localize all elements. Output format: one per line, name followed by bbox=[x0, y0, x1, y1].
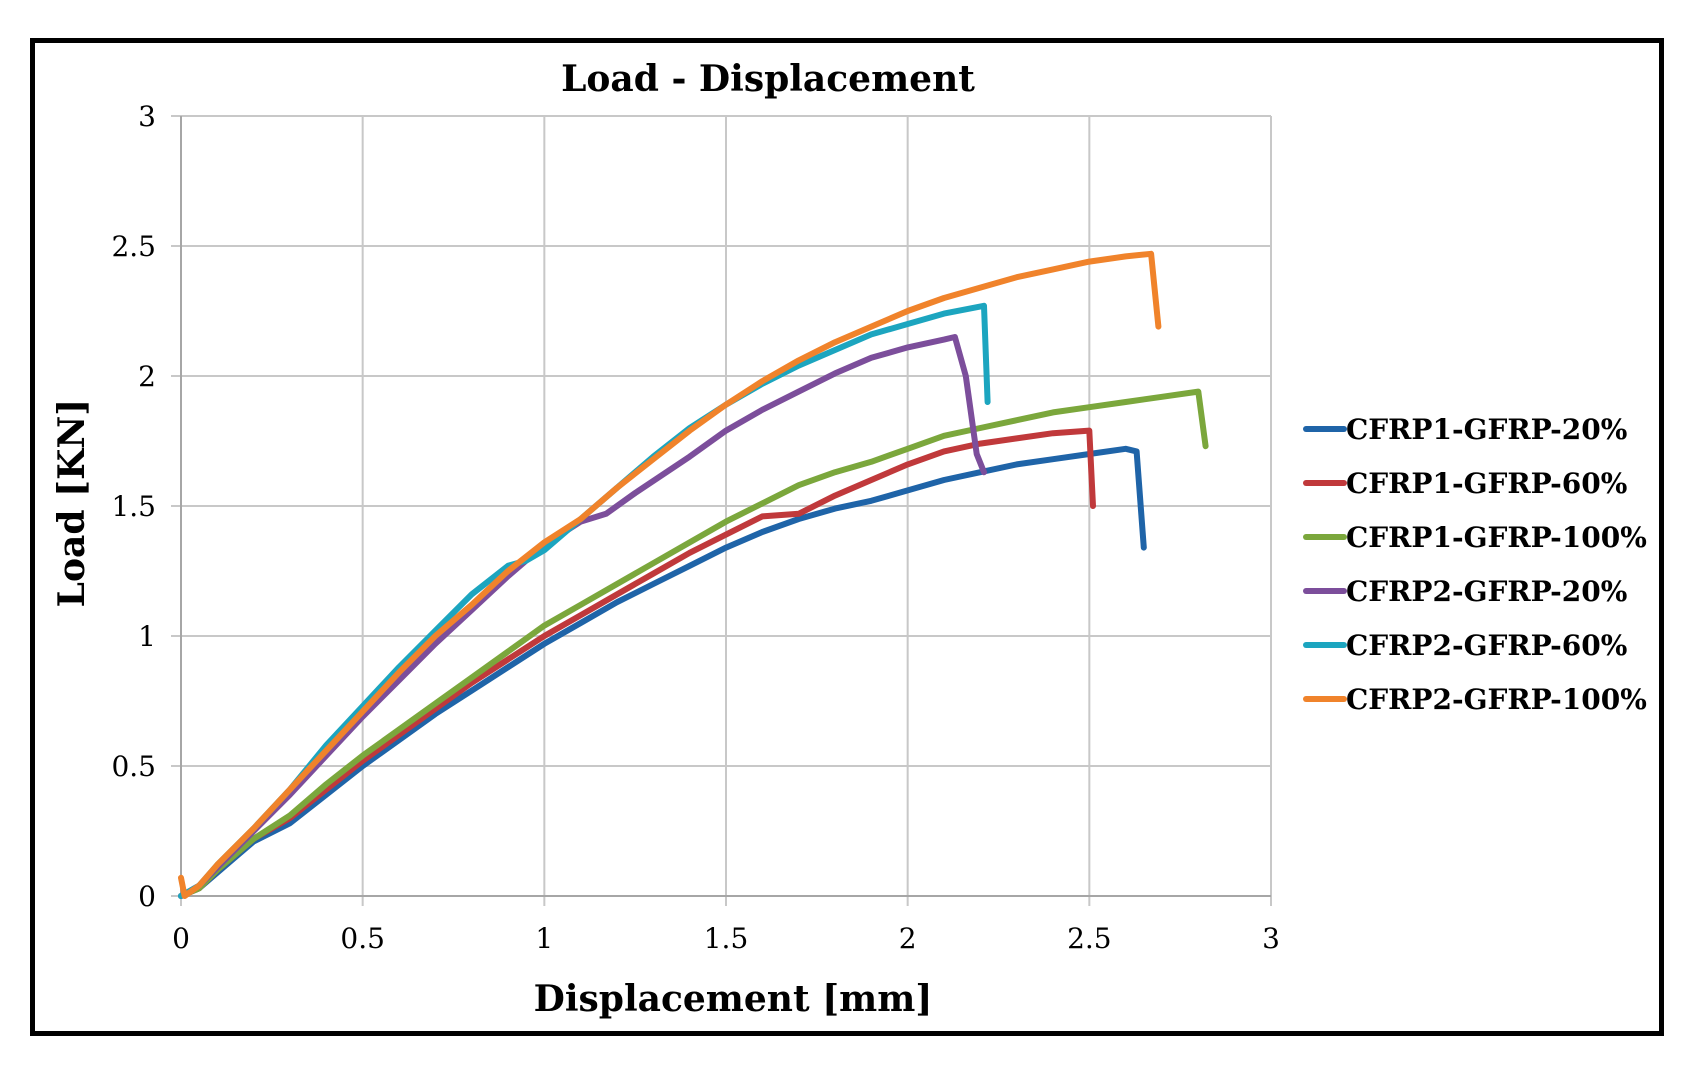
x-tick-label: 0 bbox=[172, 922, 190, 955]
x-tick-label: 2.5 bbox=[1067, 922, 1112, 955]
legend-label: CFRP1-GFRP-100% bbox=[1346, 521, 1647, 554]
y-tick-label: 2 bbox=[138, 360, 156, 393]
y-tick-label: 3 bbox=[138, 100, 156, 133]
series-line-6 bbox=[178, 250, 1162, 899]
x-tick-label: 1.5 bbox=[704, 922, 749, 955]
series-line-1 bbox=[178, 445, 1147, 899]
x-tick-label: 2 bbox=[899, 922, 917, 955]
series-line-4 bbox=[178, 334, 987, 899]
y-tick-label: 1 bbox=[138, 620, 156, 653]
legend-label: CFRP2-GFRP-100% bbox=[1346, 683, 1647, 716]
y-tick-label: 0.5 bbox=[111, 750, 156, 783]
y-axis-label: Load [KN] bbox=[51, 399, 93, 608]
legend-label: CFRP2-GFRP-20% bbox=[1346, 575, 1627, 608]
legend-label: CFRP2-GFRP-60% bbox=[1346, 629, 1627, 662]
series-lines bbox=[178, 250, 1209, 899]
chart-title: Load - Displacement bbox=[561, 58, 975, 100]
y-tick-label: 2.5 bbox=[111, 230, 156, 263]
x-tick-label: 0.5 bbox=[340, 922, 385, 955]
legend-label: CFRP1-GFRP-60% bbox=[1346, 467, 1627, 500]
legend: CFRP1-GFRP-20% CFRP1-GFRP-60% CFRP1-GFRP-1… bbox=[1303, 413, 1647, 716]
tick-labels: 0 0.5 1 1.5 2 2.5 3 0 0.5 1 1.5 2 2.5 3 bbox=[111, 100, 1279, 955]
legend-label: CFRP1-GFRP-20% bbox=[1346, 413, 1627, 446]
y-tick-label: 0 bbox=[138, 880, 156, 913]
series-line-3 bbox=[178, 388, 1209, 899]
x-tick-label: 3 bbox=[1262, 922, 1280, 955]
x-tick-label: 1 bbox=[535, 922, 553, 955]
series-line-2 bbox=[178, 427, 1096, 899]
y-tick-label: 1.5 bbox=[111, 490, 156, 523]
x-axis-label: Displacement [mm] bbox=[534, 978, 933, 1020]
chart-frame bbox=[30, 38, 1664, 1036]
